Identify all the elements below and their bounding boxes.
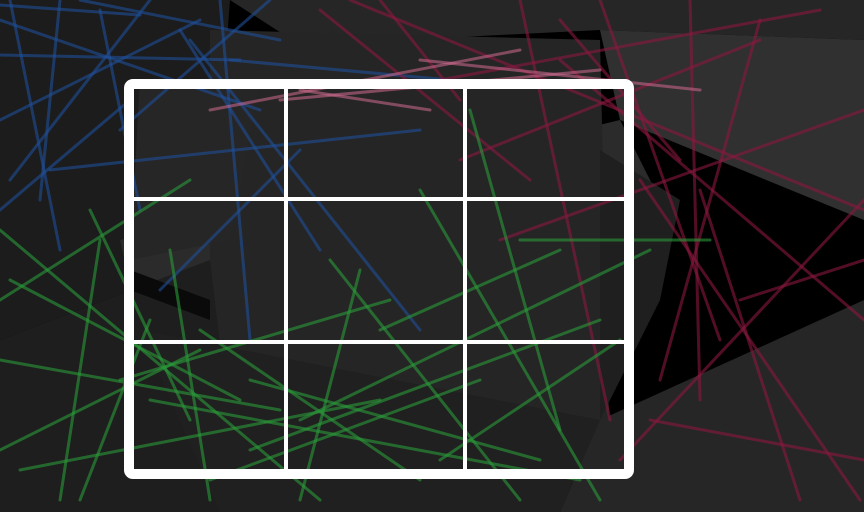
background-panel xyxy=(0,260,240,512)
red-line xyxy=(458,38,762,162)
blue-line xyxy=(158,148,302,292)
grid-cell-r2c3[interactable] xyxy=(467,201,624,340)
blue-line xyxy=(228,58,452,82)
grid-cell-r1c2[interactable] xyxy=(288,89,463,197)
red-line xyxy=(698,188,802,502)
blue-line xyxy=(8,0,152,182)
green-line xyxy=(0,228,322,502)
grid-cell-r1c1[interactable] xyxy=(134,89,284,197)
blue-line xyxy=(78,0,282,42)
grid-cell-r2c1[interactable] xyxy=(134,201,284,340)
green-line xyxy=(298,248,652,422)
blue-line xyxy=(0,18,202,122)
grid-cell-r1c3[interactable] xyxy=(467,89,624,197)
green-line xyxy=(148,398,582,482)
grid-cell-r2c2[interactable] xyxy=(288,201,463,340)
blue-line xyxy=(0,3,142,17)
blue-line xyxy=(0,98,132,212)
grid-cell-r3c3[interactable] xyxy=(467,344,624,469)
red-line xyxy=(598,0,722,342)
green-line xyxy=(418,188,602,502)
grid-cell-r3c1[interactable] xyxy=(134,344,284,469)
green-line xyxy=(88,208,192,422)
red-line xyxy=(738,258,864,302)
green-line xyxy=(78,318,152,502)
green-line xyxy=(208,378,482,482)
green-line xyxy=(0,358,282,412)
red-line xyxy=(658,18,762,382)
blue-line xyxy=(0,18,262,112)
grid-outer-frame[interactable] xyxy=(124,79,634,479)
green-line xyxy=(58,238,102,502)
blue-line xyxy=(8,0,62,252)
blue-line xyxy=(38,0,62,202)
grid-cell-r3c2[interactable] xyxy=(288,344,463,469)
pink-line xyxy=(418,58,702,92)
red-line xyxy=(318,8,532,182)
red-line xyxy=(348,0,864,212)
red-line xyxy=(518,0,612,422)
red-line xyxy=(558,18,682,162)
green-line xyxy=(378,248,562,332)
blue-line xyxy=(218,0,252,342)
red-line xyxy=(638,178,862,502)
background-panel xyxy=(600,150,680,420)
blue-line xyxy=(48,128,422,172)
green-line xyxy=(248,378,542,462)
red-line xyxy=(648,418,864,462)
green-line xyxy=(298,268,362,502)
red-line xyxy=(498,108,864,242)
background-panel xyxy=(130,80,260,260)
green-line xyxy=(198,328,422,482)
green-line xyxy=(328,258,522,502)
background-panel xyxy=(130,270,210,320)
pink-line xyxy=(298,88,432,112)
blue-line xyxy=(178,28,322,252)
blue-line xyxy=(118,0,272,132)
